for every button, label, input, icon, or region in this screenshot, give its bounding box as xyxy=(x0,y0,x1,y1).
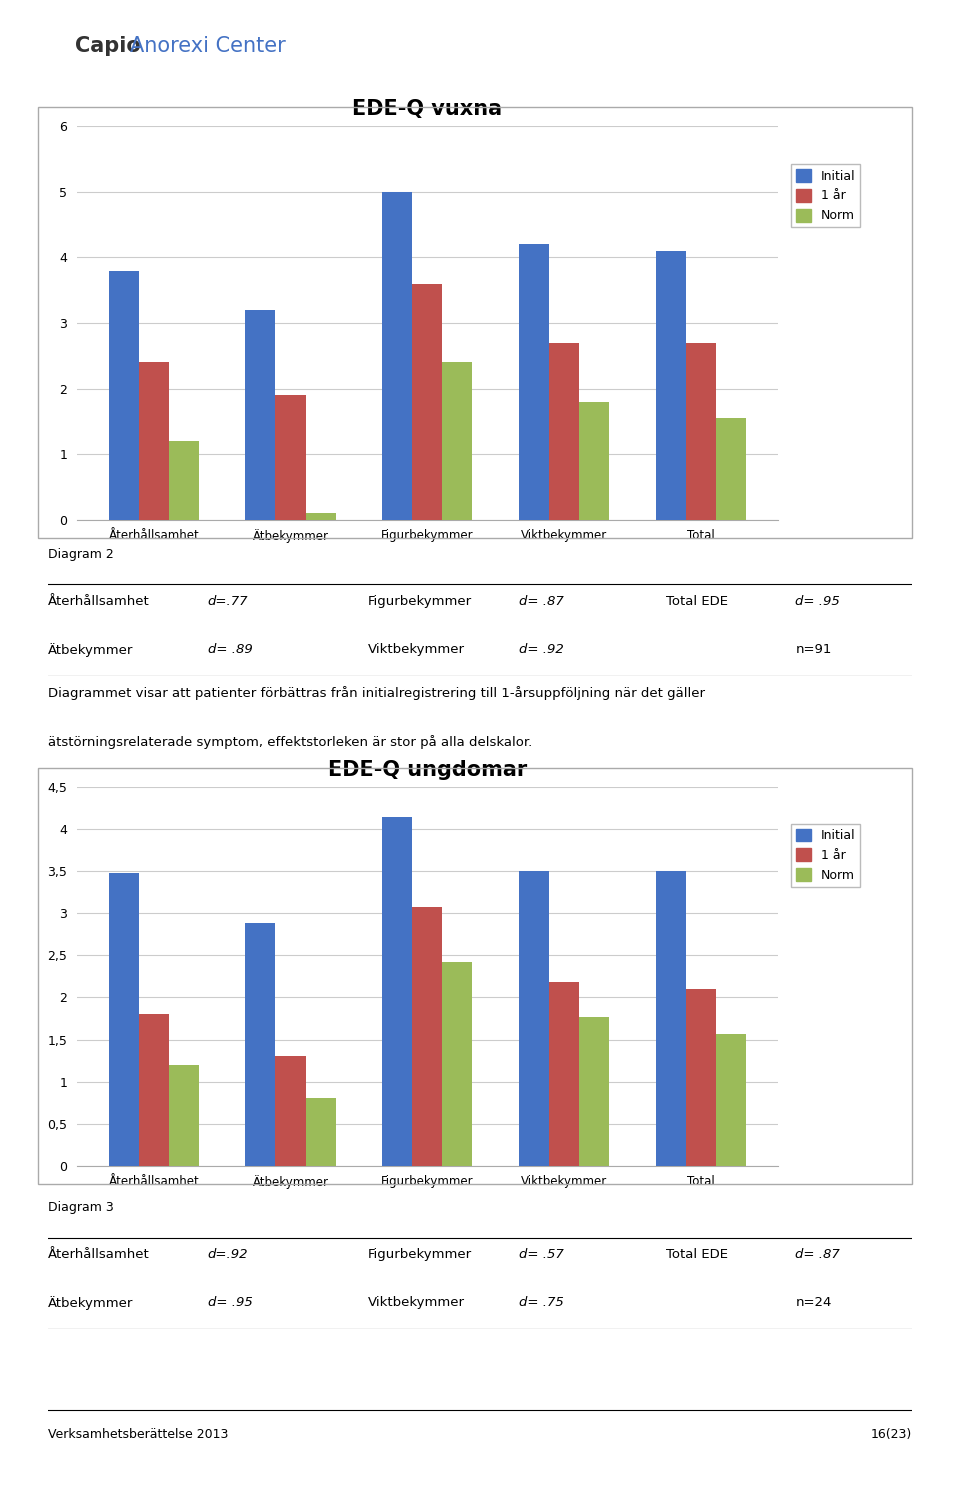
Bar xyxy=(305,514,336,520)
Text: Capio: Capio xyxy=(75,36,148,56)
Title: EDE-Q ungdomar: EDE-Q ungdomar xyxy=(327,760,527,780)
Text: Viktbekymmer: Viktbekymmer xyxy=(368,1296,465,1310)
Text: Återhållsamhet: Återhållsamhet xyxy=(48,594,150,607)
Text: Ätbekymmer: Ätbekymmer xyxy=(48,643,133,656)
Text: Anorexi Center: Anorexi Center xyxy=(130,36,285,56)
Bar xyxy=(443,362,472,520)
Bar xyxy=(246,310,276,520)
Text: d= .57: d= .57 xyxy=(519,1247,564,1261)
Bar xyxy=(246,924,276,1166)
Bar xyxy=(139,1014,169,1166)
Text: d=.92: d=.92 xyxy=(208,1247,249,1261)
Text: Återhållsamhet: Återhållsamhet xyxy=(48,1247,150,1261)
Text: d= .87: d= .87 xyxy=(519,594,564,607)
Bar xyxy=(443,962,472,1166)
Legend: Initial, 1 år, Norm: Initial, 1 år, Norm xyxy=(791,824,860,887)
Bar xyxy=(549,982,579,1166)
Text: Diagram 3: Diagram 3 xyxy=(48,1201,113,1215)
Text: Ätbekymmer: Ätbekymmer xyxy=(48,1296,133,1310)
Title: EDE-Q vuxna: EDE-Q vuxna xyxy=(352,99,502,119)
Bar xyxy=(382,192,412,520)
Text: ätstörningsrelaterade symptom, effektstorleken är stor på alla delskalor.: ätstörningsrelaterade symptom, effektsto… xyxy=(48,735,532,748)
Bar xyxy=(518,872,549,1166)
Bar xyxy=(139,362,169,520)
Bar xyxy=(549,343,579,520)
Bar xyxy=(715,419,746,520)
Bar xyxy=(715,1034,746,1166)
Text: n=24: n=24 xyxy=(796,1296,831,1310)
Text: d= .75: d= .75 xyxy=(519,1296,564,1310)
Bar xyxy=(305,1099,336,1166)
Bar xyxy=(276,1056,305,1166)
Bar xyxy=(169,441,199,520)
Bar xyxy=(412,906,443,1166)
Bar xyxy=(412,284,443,520)
Text: Viktbekymmer: Viktbekymmer xyxy=(368,643,465,656)
Text: n=91: n=91 xyxy=(796,643,831,656)
Text: d= .92: d= .92 xyxy=(519,643,564,656)
Text: Diagram 2: Diagram 2 xyxy=(48,548,113,561)
Bar xyxy=(579,401,609,520)
Bar xyxy=(685,343,715,520)
Text: Total EDE: Total EDE xyxy=(666,594,728,607)
Bar xyxy=(579,1017,609,1166)
Text: Diagrammet visar att patienter förbättras från initialregistrering till 1-årsupp: Diagrammet visar att patienter förbättra… xyxy=(48,686,705,699)
Text: Figurbekymmer: Figurbekymmer xyxy=(368,594,471,607)
Text: Figurbekymmer: Figurbekymmer xyxy=(368,1247,471,1261)
Bar xyxy=(656,872,685,1166)
Text: d=.77: d=.77 xyxy=(208,594,249,607)
Text: Verksamhetsberättelse 2013: Verksamhetsberättelse 2013 xyxy=(48,1429,228,1442)
Bar xyxy=(518,244,549,520)
Bar xyxy=(108,873,139,1166)
Bar xyxy=(108,270,139,520)
Bar xyxy=(656,251,685,520)
Text: Total EDE: Total EDE xyxy=(666,1247,728,1261)
Text: d= .89: d= .89 xyxy=(208,643,252,656)
Bar xyxy=(169,1065,199,1166)
Legend: Initial, 1 år, Norm: Initial, 1 år, Norm xyxy=(791,163,860,227)
Bar xyxy=(276,395,305,520)
Text: d= .87: d= .87 xyxy=(796,1247,840,1261)
Text: d= .95: d= .95 xyxy=(796,594,840,607)
Text: 16(23): 16(23) xyxy=(871,1429,912,1442)
Bar xyxy=(382,817,412,1166)
Bar xyxy=(685,989,715,1166)
Text: d= .95: d= .95 xyxy=(208,1296,252,1310)
